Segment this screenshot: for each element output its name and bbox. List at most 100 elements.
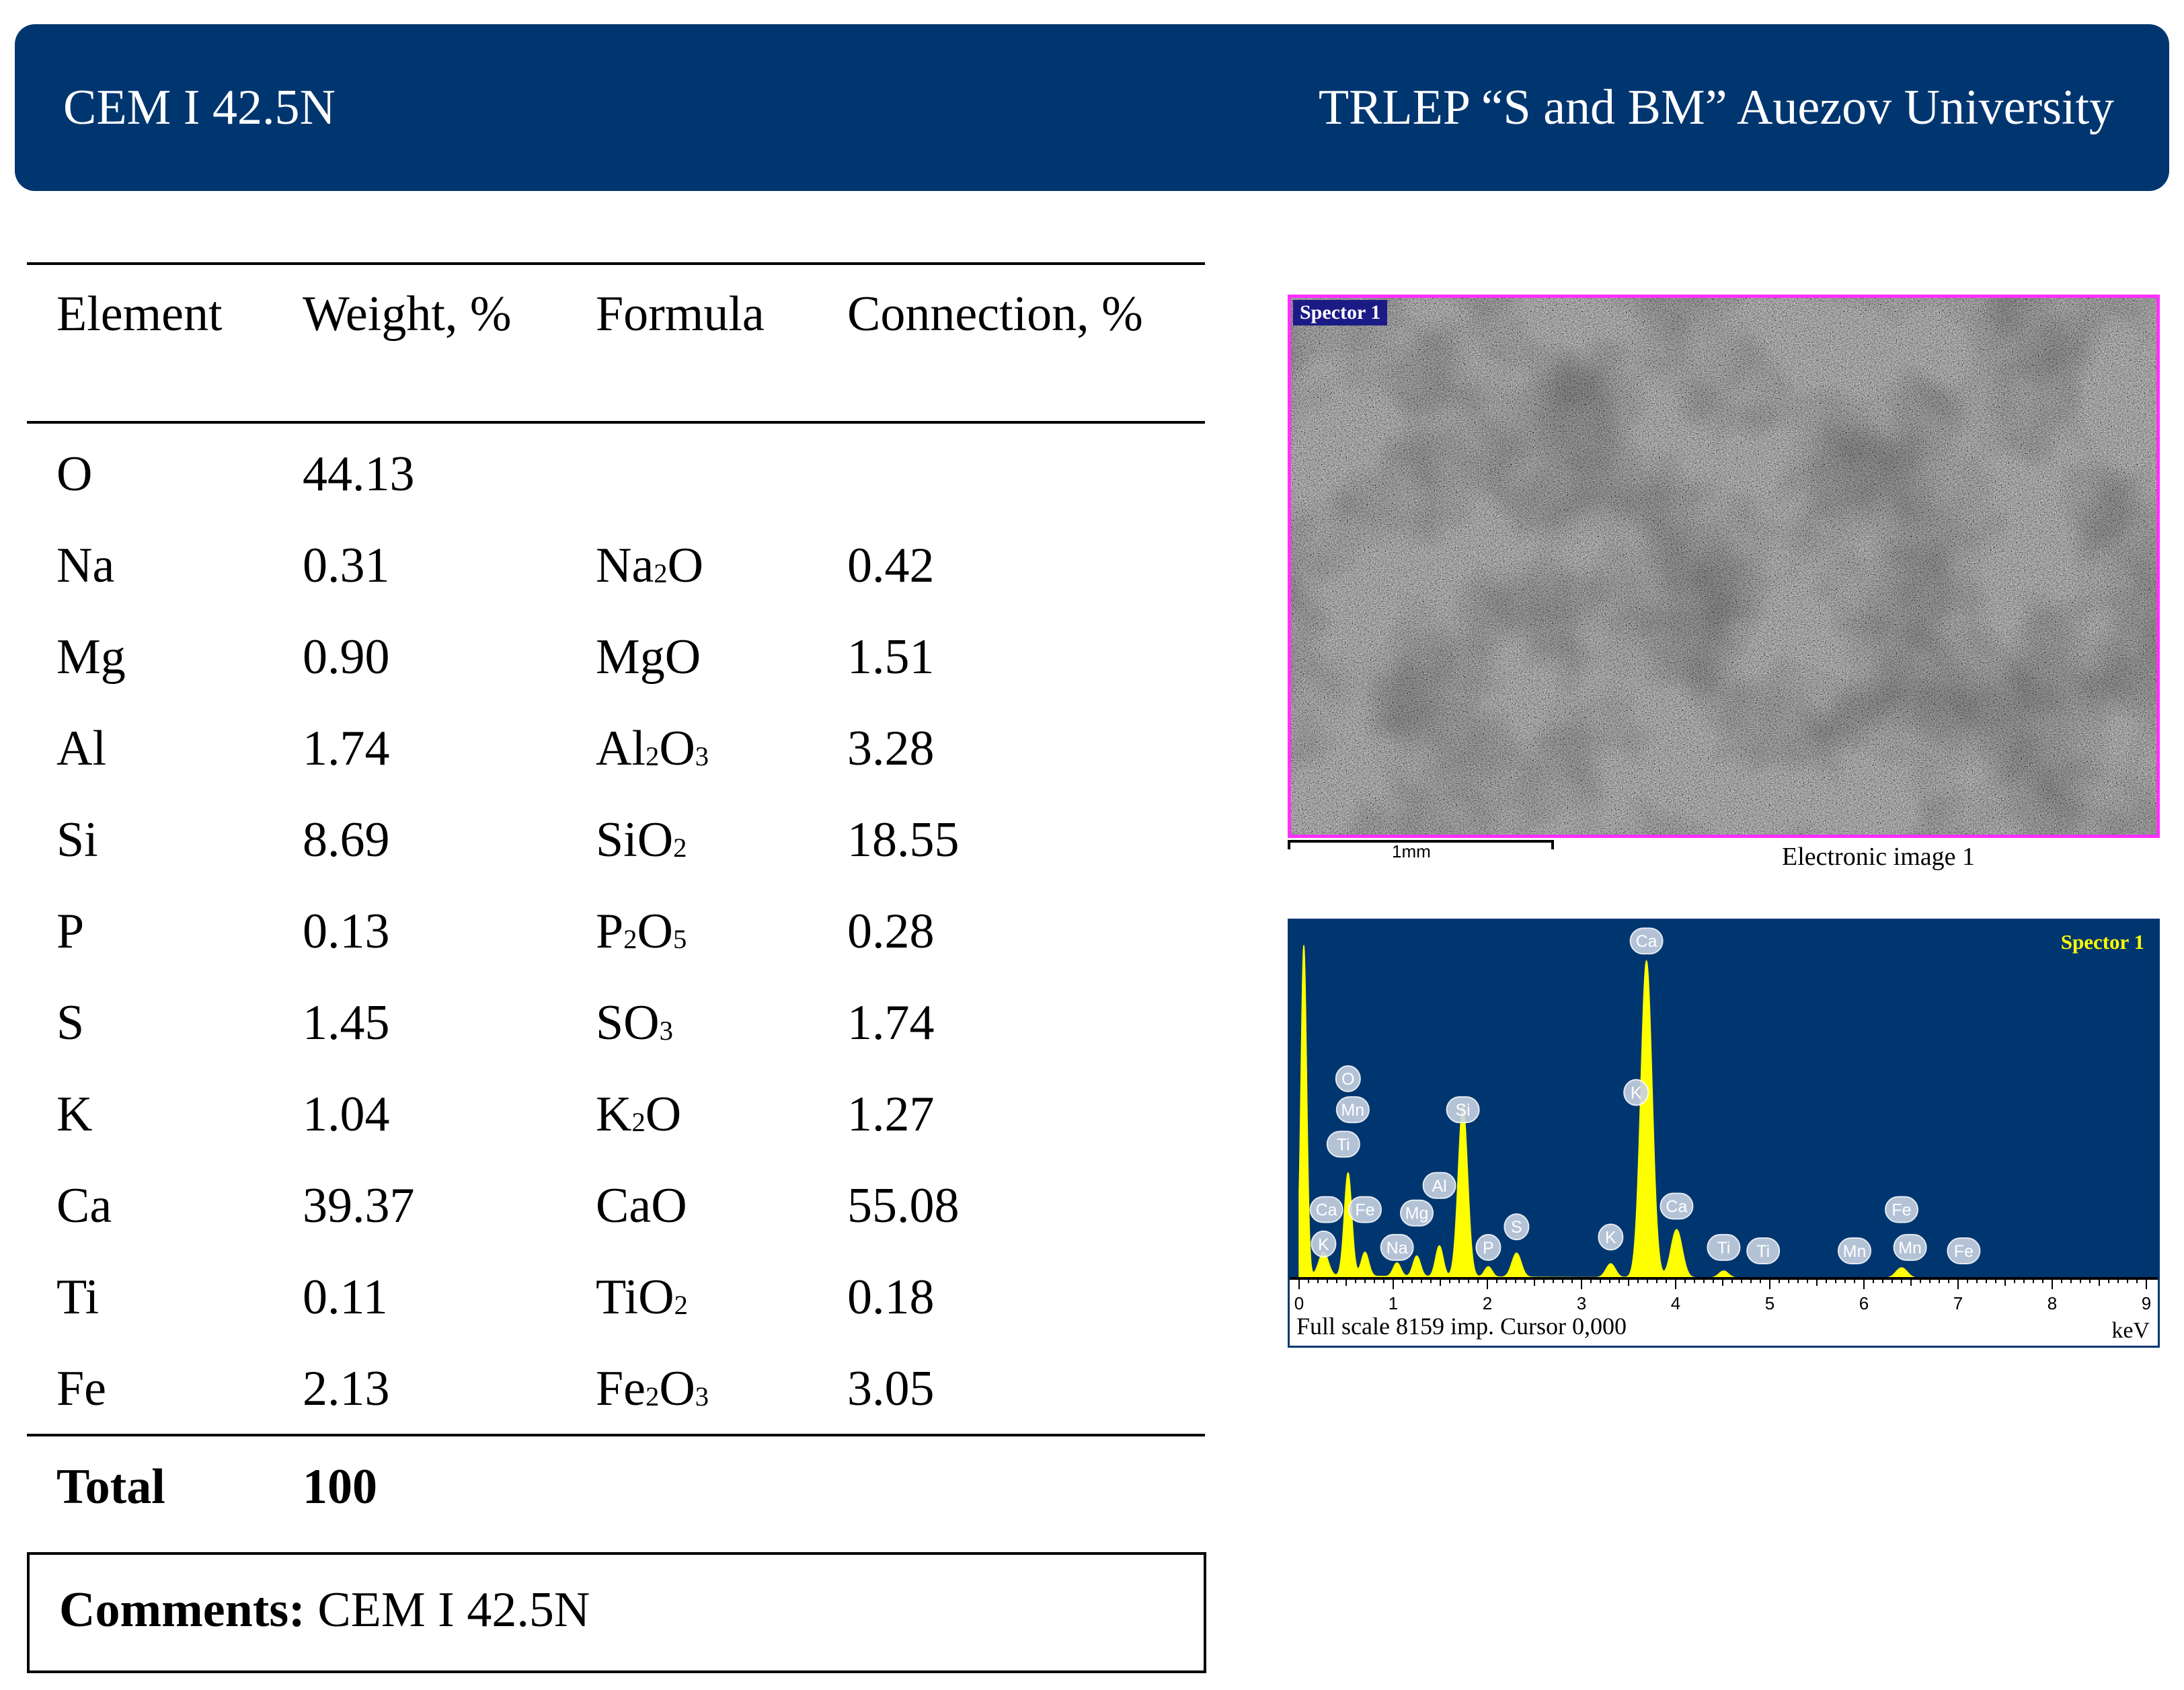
peak-label: Ti [1337, 1135, 1350, 1154]
formula-cell: CaO [596, 1181, 687, 1231]
peak-label-badge [1326, 1130, 1360, 1158]
peak-label-badge [1947, 1237, 1981, 1265]
connection-cell: 55.08 [847, 1178, 960, 1233]
peak-label-badge [1335, 1096, 1370, 1124]
peak-label: Fe [1954, 1242, 1974, 1261]
connection-cell: 0.28 [847, 904, 935, 959]
peak-label-badge [1348, 1196, 1382, 1223]
peak-label-badge [1885, 1196, 1918, 1223]
peak-label-badge [1504, 1213, 1530, 1241]
comments-label: Comments: [59, 1582, 305, 1638]
peak-label: K [1318, 1235, 1329, 1254]
formula-text: Na [596, 538, 654, 593]
formula-text: O [637, 904, 673, 959]
weight-cell: 8.69 [303, 812, 390, 868]
peak-label-badge [1311, 1230, 1337, 1258]
comments-content: Comments: CEM I 42.5N [59, 1555, 590, 1665]
x-tick-label: 8 [2048, 1293, 2057, 1313]
weight-cell: 44.13 [303, 447, 415, 502]
peak-label: Fe [1355, 1201, 1374, 1220]
peak-label-badge [1475, 1233, 1502, 1261]
peak-label-badge [1422, 1172, 1456, 1199]
connection-cell: 18.55 [847, 812, 960, 868]
spectrum-unit: keV [2111, 1318, 2150, 1343]
formula-cell: Na2O [596, 541, 703, 590]
formula-text: CaO [596, 1178, 687, 1233]
peak-label: Ca [1316, 1201, 1337, 1220]
element-cell: Si [56, 812, 98, 868]
x-tick-label: 2 [1483, 1293, 1492, 1313]
header-right-title: TRLEP “S and BM” Auezov University [1318, 80, 2114, 135]
peak-label: K [1605, 1229, 1616, 1247]
formula-text: P [596, 904, 624, 959]
peak-label-badge [1446, 1096, 1480, 1124]
formula-cell: SO3 [596, 998, 673, 1048]
formula-text: O [659, 721, 695, 776]
x-tick-label: 7 [1953, 1293, 1963, 1313]
header-left-title: CEM I 42.5N [63, 80, 336, 135]
peak-label: Mg [1405, 1204, 1429, 1223]
formula-text: SiO [596, 812, 674, 868]
x-tick-label: 6 [1859, 1293, 1869, 1313]
formula-text: O [659, 1361, 695, 1416]
peak-label: P [1483, 1239, 1494, 1258]
peak-label: Ti [1717, 1239, 1730, 1258]
header-banner: CEM I 42.5N TRLEP “S and BM” Auezov Univ… [15, 24, 2169, 191]
element-cell: Al [56, 721, 106, 776]
peak-label-badge [1746, 1237, 1781, 1265]
element-cell: P [56, 904, 85, 959]
weight-cell: 0.11 [303, 1270, 388, 1325]
scale-bar-label: 1mm [1392, 841, 1431, 861]
peak-label-badge [1660, 1192, 1694, 1220]
formula-subscript: 5 [672, 923, 687, 954]
formula-text: TiO [596, 1270, 674, 1325]
formula-text: K [596, 1087, 632, 1142]
formula-cell: Al2O3 [596, 724, 709, 773]
connection-cell: 0.18 [847, 1270, 935, 1325]
scale-bar [1288, 840, 1554, 849]
peak-label-badge [1400, 1199, 1434, 1227]
weight-cell: 0.31 [303, 538, 390, 593]
weight-cell: 0.13 [303, 904, 390, 959]
peak-label-badge [1309, 1196, 1343, 1223]
peak-label-badge [1623, 1079, 1649, 1106]
formula-text: MgO [596, 629, 701, 685]
peak-label: Ca [1666, 1197, 1687, 1216]
formula-subscript: 2 [654, 558, 668, 588]
formula-subscript: 2 [631, 1106, 646, 1137]
formula-text: Al [596, 721, 646, 776]
spectrum-background [1290, 921, 2158, 1278]
sem-texture [1291, 298, 2156, 835]
formula-cell: MgO [596, 632, 701, 682]
formula-subscript: 3 [695, 1381, 709, 1412]
peak-label: Ti [1756, 1242, 1770, 1261]
formula-cell: Fe2O3 [596, 1364, 709, 1414]
peak-label-badge [1893, 1233, 1927, 1261]
column-header-formula: Formula [596, 286, 765, 342]
peak-label-badge [1629, 927, 1664, 955]
peak-label: Mn [1898, 1239, 1922, 1258]
electron-image: Spector 1 [1288, 295, 2160, 838]
element-cell: S [56, 995, 85, 1050]
x-tick-label: 5 [1765, 1293, 1774, 1313]
column-header-weight: Weight, % [303, 286, 512, 342]
table-header-rule [27, 421, 1205, 424]
formula-subscript: 2 [673, 832, 687, 863]
peak-label: Si [1455, 1101, 1470, 1120]
comments-box: Comments: CEM I 42.5N [27, 1552, 1206, 1673]
peak-label: Fe [1892, 1201, 1911, 1220]
element-cell: Na [56, 538, 115, 593]
connection-cell: 1.74 [847, 995, 935, 1050]
weight-cell: 1.74 [303, 721, 390, 776]
peak-label-badge [1598, 1223, 1624, 1251]
peak-label: Mn [1843, 1242, 1867, 1261]
formula-cell: P2O5 [596, 907, 687, 956]
table-top-rule [27, 262, 1205, 265]
connection-cell: 1.27 [847, 1087, 935, 1142]
formula-cell: SiO2 [596, 815, 687, 865]
peak-label: S [1511, 1218, 1522, 1237]
spectrum-tag: Spector 1 [2061, 930, 2144, 954]
element-cell: K [56, 1087, 93, 1142]
x-tick-label: 9 [2142, 1293, 2151, 1313]
